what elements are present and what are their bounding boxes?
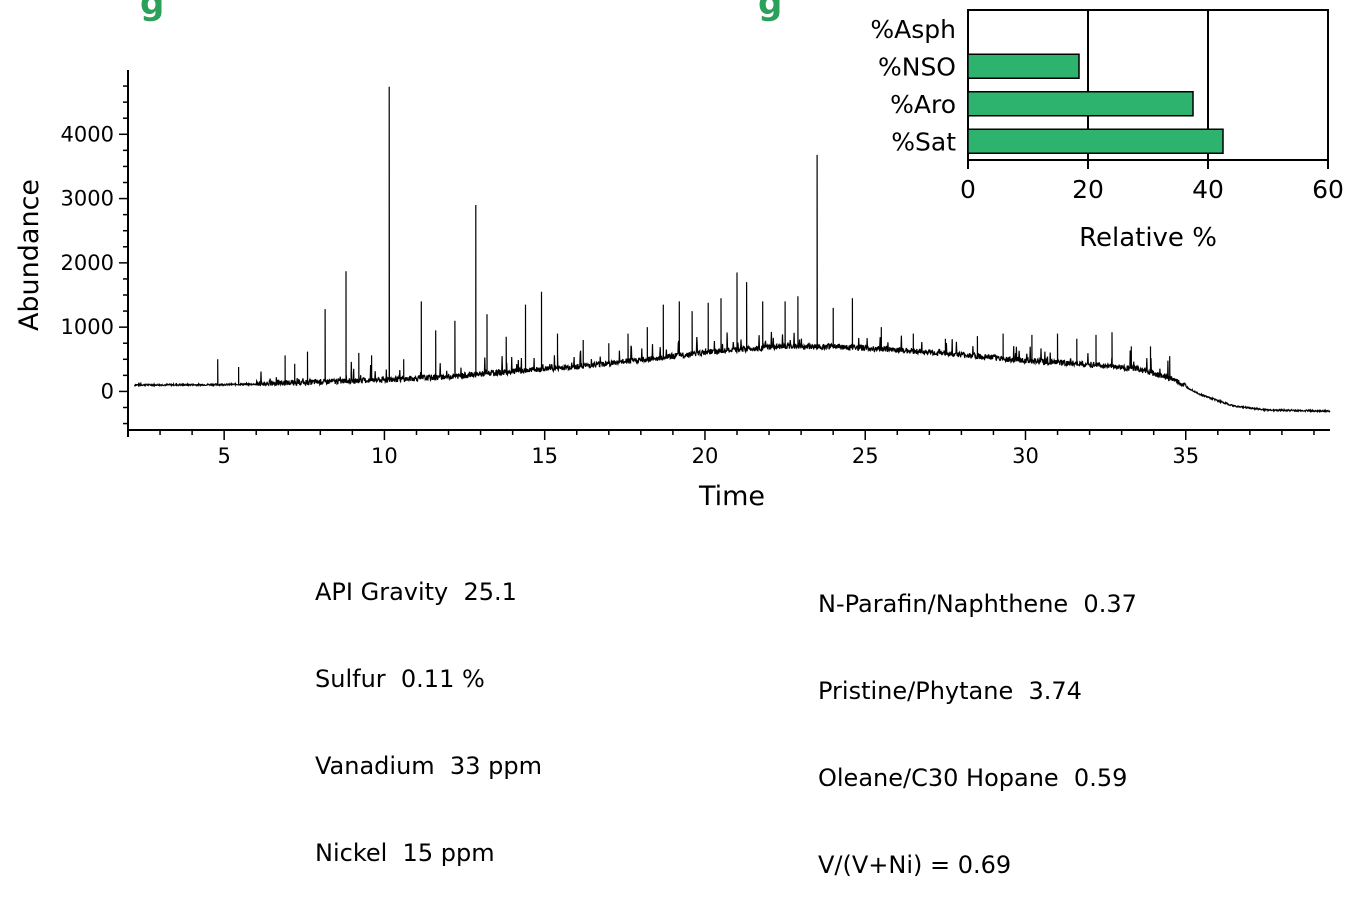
inset-x-axis-title: Relative %: [1079, 223, 1217, 253]
property-api-gravity: API Gravity 25.1: [315, 578, 517, 606]
x-tick-label: 20: [692, 444, 719, 468]
chromatogram-chart: 0 1000 2000 3000 4000 5 10 15 20 25 30 35 Time Abu…: [14, 70, 1331, 512]
y-tick-label: 0: [101, 379, 114, 403]
y-tick-label: 4000: [61, 122, 114, 146]
property-paraffin-naphthene: N-Parafin/Naphthene 0.37: [818, 590, 1137, 618]
property-vanadium: Vanadium 33 ppm: [315, 752, 542, 780]
composition-bar-chart: %Asph %NSO %Aro %Sat 0 20 40 60 Relative %: [870, 9, 1344, 253]
inset-x-tick-label: 20: [1072, 175, 1104, 204]
inset-bar-sat: [967, 128, 1224, 154]
x-tick-label: 10: [371, 444, 398, 468]
x-tick-label: 5: [217, 444, 230, 468]
x-tick-label: 35: [1172, 444, 1199, 468]
property-nickel: Nickel 15 ppm: [315, 839, 495, 867]
inset-x-tick-label: 40: [1192, 175, 1224, 204]
properties-right: N-Parafin/Naphthene 0.37 Pristine/Phytan…: [818, 532, 1137, 909]
inset-x-tick-label: 60: [1312, 175, 1344, 204]
inset-x-tick-label: 0: [960, 175, 976, 204]
y-tick-label: 1000: [61, 315, 114, 339]
x-tick-label: 15: [531, 444, 558, 468]
inset-category-label: %Sat: [891, 127, 956, 156]
x-tick-label: 30: [1012, 444, 1039, 468]
property-v-vni: V/(V+Ni) = 0.69: [818, 851, 1012, 879]
x-tick-label: 25: [852, 444, 879, 468]
inset-bar-nso: [967, 53, 1080, 79]
inset-plot-frame: [967, 9, 1329, 161]
property-sulfur: Sulfur 0.11 %: [315, 665, 485, 693]
properties-left: API Gravity 25.1 Sulfur 0.11 % Vanadium …: [315, 520, 542, 897]
x-axis-title: Time: [698, 481, 765, 512]
chromatogram-trace: [133, 86, 1331, 414]
property-oleane-hopane: Oleane/C30 Hopane 0.59: [818, 764, 1128, 792]
title-fragment-2: g: [758, 0, 782, 23]
inset-category-label: %Asph: [870, 15, 956, 44]
y-tick-label: 3000: [61, 187, 114, 211]
inset-category-label: %Aro: [890, 90, 956, 119]
inset-bar-aro: [967, 91, 1194, 117]
y-axis-title: Abundance: [14, 179, 45, 331]
chart-canvas: g g 0 1000 2000 3000 4000 5 10 15 20 25 30 35 Time…: [14, 0, 1344, 512]
property-pristine-phytane: Pristine/Phytane 3.74: [818, 677, 1082, 705]
inset-category-label: %NSO: [878, 52, 956, 81]
y-tick-label: 2000: [61, 251, 114, 275]
title-fragment-1: g: [140, 0, 164, 23]
